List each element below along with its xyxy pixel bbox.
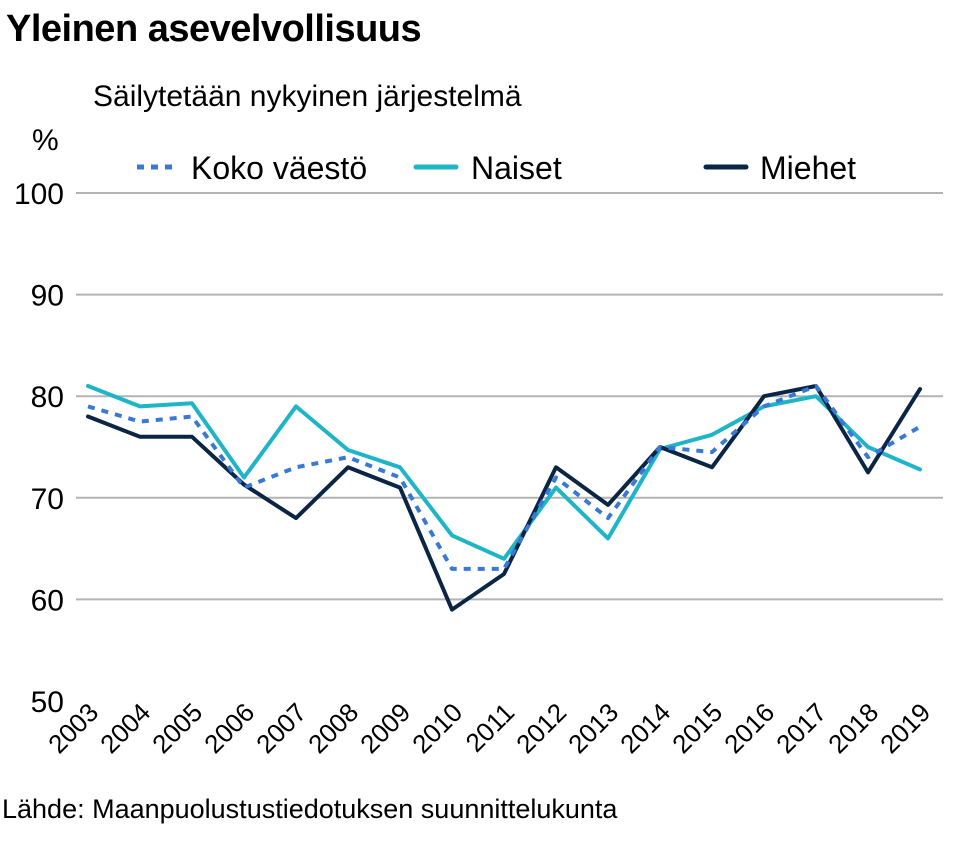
y-tick-label: 50 (31, 686, 64, 719)
x-axis-ticks: 2003200420052006200720082009201020112012… (42, 697, 936, 759)
x-tick-label: 2013 (562, 697, 624, 759)
series-lines (86, 384, 922, 612)
y-tick-label: 70 (31, 483, 64, 516)
x-tick-label: 2007 (250, 697, 312, 759)
x-tick-label: 2011 (459, 697, 520, 758)
x-tick-label: 2009 (354, 697, 416, 759)
chart-subtitle: Säilytetään nykyinen järjestelmä (93, 80, 522, 113)
series-line-miehet (86, 384, 922, 612)
series-line-koko-väestö (87, 384, 922, 571)
x-tick-label: 2014 (614, 697, 676, 759)
series-line-naiset (86, 384, 922, 561)
x-tick-label: 2010 (406, 697, 468, 759)
y-tick-label: 100 (14, 178, 64, 211)
x-tick-label: 2019 (874, 697, 936, 759)
y-tick-label: 60 (31, 584, 64, 617)
x-tick-label: 2012 (510, 697, 572, 759)
source-note: Lähde: Maanpuolustustiedotuksen suunnitt… (2, 794, 618, 824)
x-tick-label: 2005 (146, 697, 208, 759)
legend-label-naiset: Naiset (471, 150, 562, 186)
x-tick-label: 2004 (94, 697, 156, 759)
x-tick-label: 2016 (718, 697, 780, 759)
legend-label-koko-väestö: Koko väestö (191, 150, 367, 186)
x-tick-label: 2015 (666, 697, 728, 759)
y-tick-label: 90 (31, 280, 64, 313)
y-tick-label: 80 (31, 381, 64, 414)
x-tick-label: 2017 (770, 697, 832, 759)
legend: Koko väestö Naiset Miehet (137, 150, 856, 186)
y-axis-ticks: 50 60 70 80 90 100 (14, 178, 64, 719)
x-tick-label: 2008 (302, 697, 364, 759)
gridlines (76, 192, 943, 601)
legend-label-miehet: Miehet (760, 150, 856, 186)
x-tick-label: 2018 (822, 697, 884, 759)
chart-title: Yleinen asevelvollisuus (6, 8, 422, 50)
y-axis-unit: % (32, 124, 59, 157)
x-tick-label: 2006 (198, 697, 260, 759)
